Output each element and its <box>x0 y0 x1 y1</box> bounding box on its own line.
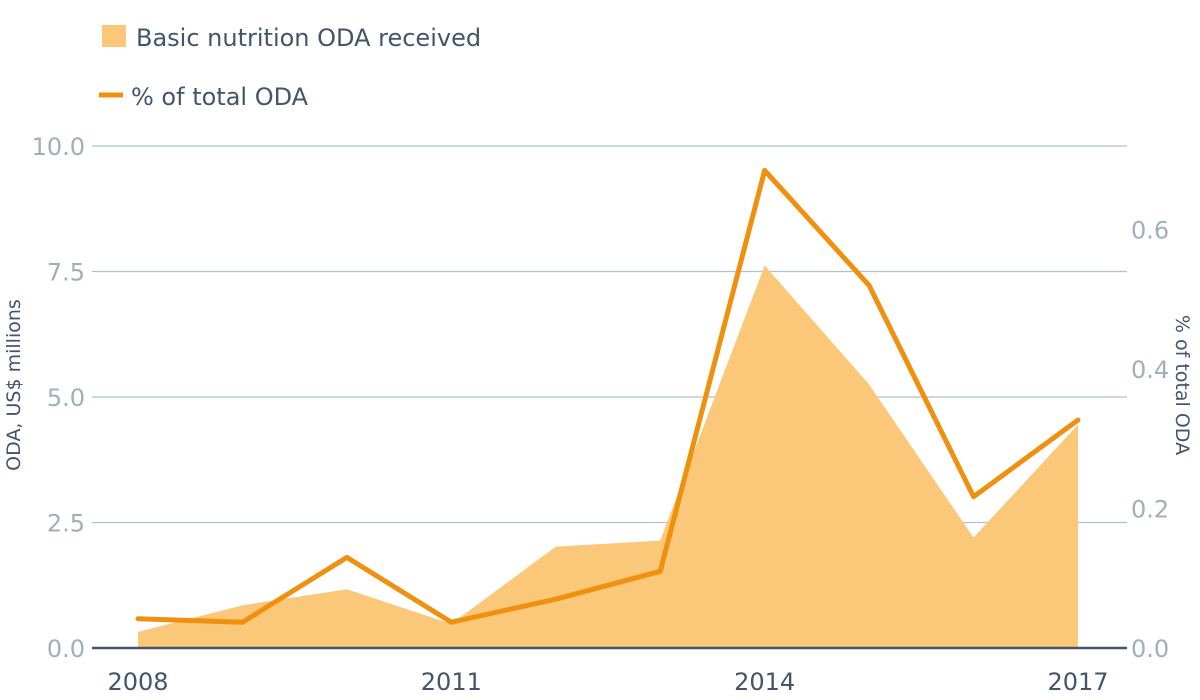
area-series <box>138 265 1078 648</box>
legend-area-label: Basic nutrition ODA received <box>136 24 481 52</box>
x-tick-label: 2017 <box>1047 668 1108 696</box>
left-tick-label: 0.0 <box>47 635 85 663</box>
legend-line-label: % of total ODA <box>131 83 309 111</box>
axes: 0.02.55.07.510.0 0.00.20.40.6 2008 2011 20… <box>32 133 1170 696</box>
x-tick-label: 2008 <box>107 668 168 696</box>
left-axis-ticks: 0.0 2.5 5.0 7.5 10.0 <box>32 133 85 663</box>
area-basic-nutrition-oda <box>138 265 1078 648</box>
right-axis-title: % of total ODA <box>1171 315 1193 455</box>
left-tick-label: 7.5 <box>47 259 85 287</box>
left-tick-label: 2.5 <box>47 510 85 538</box>
legend: Basic nutrition ODA received % of total … <box>99 24 481 111</box>
line-series <box>135 167 1081 625</box>
right-tick-label: 0.0 <box>1131 635 1169 663</box>
right-axis-ticks: 0.0 0.2 0.4 0.6 <box>1131 217 1169 663</box>
right-tick-label: 0.4 <box>1131 356 1169 384</box>
x-tick-label: 2011 <box>421 668 482 696</box>
left-tick-label: 5.0 <box>47 384 85 412</box>
line-pct-total-oda <box>135 167 1081 625</box>
left-tick-label: 10.0 <box>32 133 85 161</box>
right-tick-label: 0.2 <box>1131 496 1169 524</box>
x-axis-ticks: 2008 2011 2014 2017 <box>107 668 1108 696</box>
right-tick-label: 0.6 <box>1131 217 1169 245</box>
x-tick-label: 2014 <box>734 668 795 696</box>
legend-area-swatch <box>102 25 126 47</box>
gridlines <box>92 145 1127 524</box>
left-axis-title: ODA, US$ millions <box>3 299 25 471</box>
